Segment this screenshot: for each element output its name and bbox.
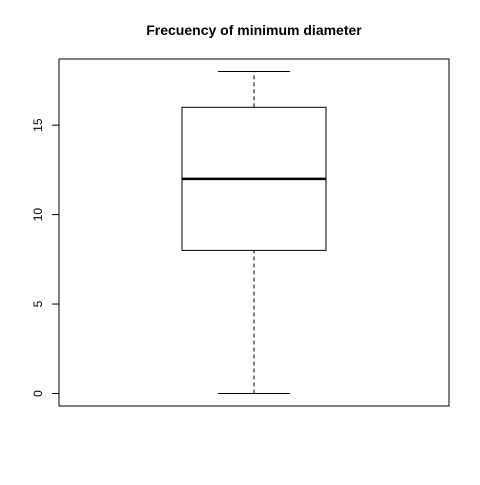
y-tick-label-5: 5 xyxy=(31,300,45,307)
y-axis: 0 5 10 15 xyxy=(31,118,60,397)
box-group xyxy=(181,71,327,394)
chart-title: Frecuency of minimum diameter xyxy=(146,22,362,38)
y-tick-label-15: 15 xyxy=(31,118,45,132)
plot-frame xyxy=(58,58,450,407)
y-tick-label-0: 0 xyxy=(31,390,45,397)
y-tick-label-10: 10 xyxy=(31,208,45,222)
